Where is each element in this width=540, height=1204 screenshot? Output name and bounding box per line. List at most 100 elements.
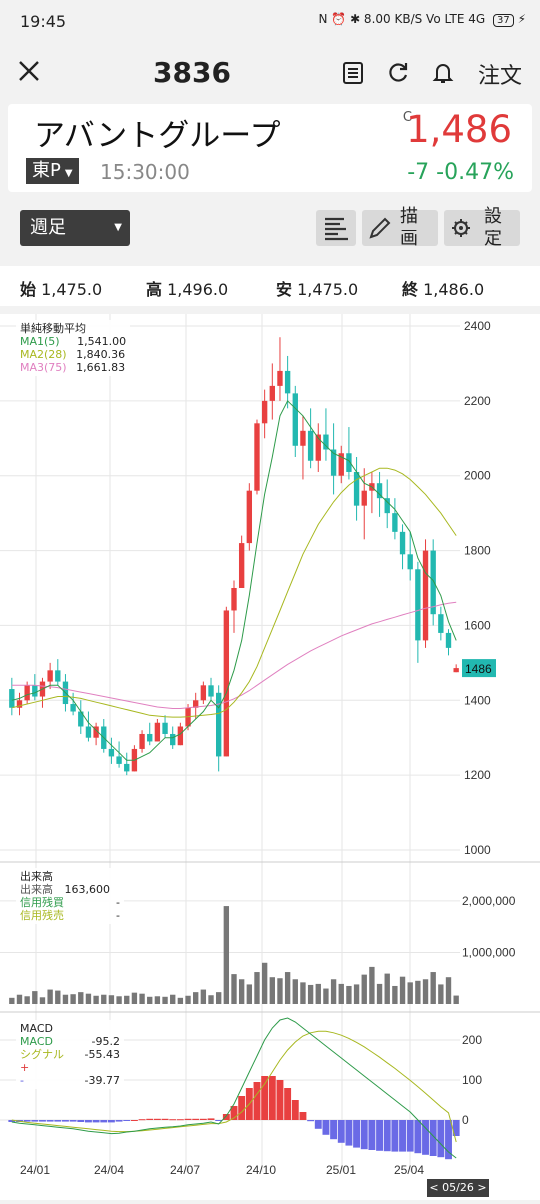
macd-hist-bar — [429, 1120, 437, 1156]
macd-hist-bar — [268, 1076, 276, 1120]
macd-hist-bar — [253, 1082, 261, 1120]
volume-bar — [32, 991, 38, 1004]
volume-bar — [399, 976, 406, 1004]
candle-body — [292, 393, 298, 446]
hist-minus-label: - — [20, 1074, 24, 1087]
candle-body — [16, 700, 23, 708]
price-change-value: -7 — [407, 160, 430, 185]
order-button[interactable]: 注文 — [477, 64, 522, 89]
macd-legend-title: MACD — [20, 1022, 53, 1035]
ohlc-high-value: 1,496.0 — [167, 280, 229, 299]
volume-bar — [246, 984, 253, 1004]
macd-hist-bar — [353, 1120, 361, 1148]
x-tick-label: 25/04 — [394, 1163, 424, 1177]
candle-body — [24, 685, 30, 701]
volume-bar — [85, 993, 92, 1004]
close-icon[interactable] — [16, 58, 42, 84]
macd-hist-bar — [146, 1118, 154, 1120]
price-tick-label: 1600 — [464, 618, 491, 632]
macd-hist-bar — [77, 1120, 85, 1122]
price-change-pct: -0.47% — [436, 160, 514, 185]
candle-body — [376, 483, 383, 499]
candle-body — [438, 614, 444, 633]
candle-body — [215, 692, 222, 757]
macd-hist-bar — [199, 1118, 207, 1120]
volume-bar — [24, 996, 30, 1004]
draw-button[interactable]: 描 画 — [362, 208, 438, 246]
margin-buy-label: 信用残買 — [20, 896, 64, 909]
status-icons-text: N ⏰ ✱ 8.00 KB/S Vo LTE 4G — [318, 12, 486, 26]
macd-hist-bar — [299, 1112, 307, 1120]
macd-hist-bar — [276, 1080, 284, 1120]
bell-icon[interactable] — [430, 60, 456, 86]
macd-hist-bar — [123, 1120, 131, 1121]
candle-body — [346, 453, 352, 472]
stock-chart[interactable]: 2400220020001800160014001200100014862,00… — [0, 314, 540, 1200]
volume-bar — [124, 995, 130, 1004]
pencil-icon — [369, 217, 391, 239]
macd-hist-bar — [261, 1076, 269, 1120]
volume-bar — [238, 979, 245, 1004]
macd-hist-bar — [184, 1118, 192, 1120]
volume-bar — [453, 995, 459, 1004]
candle-body — [78, 711, 84, 727]
price-tick-label: 2200 — [464, 394, 491, 408]
volume-bar — [392, 985, 398, 1004]
volume-bar — [62, 994, 69, 1004]
candle-body — [55, 670, 61, 682]
x-tick-label: 24/04 — [94, 1163, 124, 1177]
volume-bar — [162, 996, 168, 1004]
macd-hist-bar — [31, 1120, 39, 1122]
volume-bar — [422, 979, 429, 1004]
date-badge[interactable]: < 05/26 > — [427, 1179, 489, 1197]
macd-hist-bar — [39, 1120, 46, 1122]
candle-body — [85, 726, 92, 738]
candle-body — [139, 733, 145, 749]
volume-bar — [323, 988, 329, 1004]
candle-body — [300, 430, 306, 446]
x-tick-label: 24/01 — [20, 1163, 50, 1177]
volume-bar — [193, 992, 199, 1004]
volume-bar — [9, 997, 15, 1004]
refresh-icon[interactable] — [385, 60, 411, 86]
charging-icon: ⚡ — [517, 12, 526, 26]
candle-body — [330, 449, 337, 476]
ma-legend: 単純移動平均 MA1(5) 1,541.00 MA2(28) 1,840.36 … — [16, 320, 131, 376]
settings-label-2: 定 — [484, 230, 502, 246]
candle-body — [246, 490, 253, 544]
macd-hist-bar — [376, 1120, 384, 1151]
period-select[interactable]: 週足 ▼ — [20, 210, 130, 246]
macd-hist-bar — [62, 1120, 69, 1122]
volume-tick-label: 2,000,000 — [462, 894, 516, 908]
candle-body — [261, 400, 268, 424]
candle-body — [338, 453, 344, 476]
macd-label: MACD — [20, 1035, 53, 1048]
macd-hist-bar — [169, 1119, 177, 1121]
settings-button[interactable]: 設 定 — [444, 208, 520, 246]
price-tick-label: 1000 — [464, 843, 491, 857]
document-icon[interactable] — [340, 60, 366, 86]
market-label: 東P — [32, 160, 61, 181]
volume-bar — [254, 972, 260, 1004]
current-price: 1,486 — [406, 108, 512, 151]
volume-bar — [369, 966, 375, 1004]
candle-body — [93, 726, 99, 738]
macd-hist-bar — [307, 1120, 315, 1122]
ma2-value: 1,840.36 — [76, 348, 126, 361]
volume-bar — [415, 980, 421, 1004]
volume-bar — [269, 977, 275, 1004]
volume-bar — [93, 995, 99, 1004]
ohlc-low-value: 1,475.0 — [297, 280, 359, 299]
indicator-list-button[interactable] — [316, 210, 356, 246]
volume-bar — [353, 984, 360, 1004]
volume-bar — [39, 997, 46, 1004]
macd-hist-bar — [330, 1120, 338, 1140]
volume-bar — [338, 983, 344, 1004]
macd-hist-bar — [130, 1120, 138, 1121]
candle-body — [284, 370, 291, 394]
ohlc-open-label: 始 — [20, 280, 37, 299]
market-selector[interactable]: 東P ▼ — [26, 158, 79, 184]
stock-summary: アバントグループ 東P ▼ 15:30:00 C 1,486 -7 -0.47% — [8, 104, 532, 192]
macd-hist-bar — [222, 1114, 230, 1120]
price-tick-label: 1800 — [464, 544, 491, 558]
